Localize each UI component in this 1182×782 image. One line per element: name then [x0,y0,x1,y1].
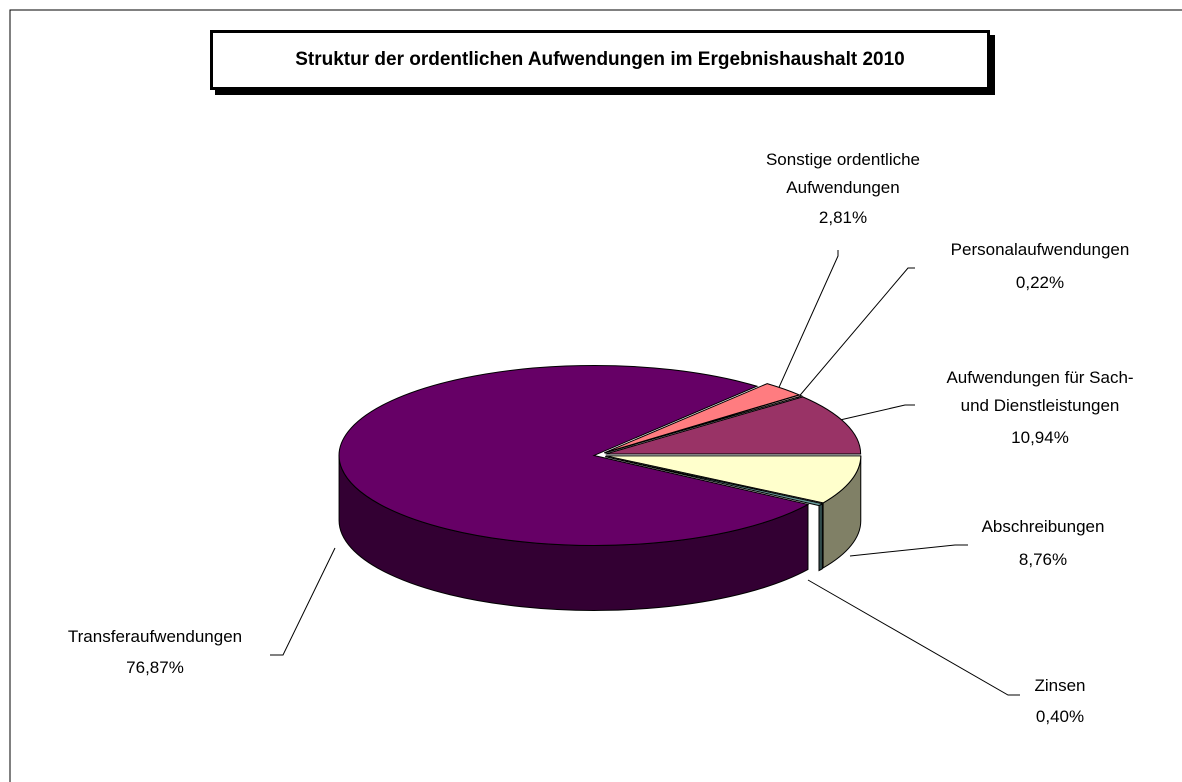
slice-label: Transferaufwendungen [67,627,243,646]
slice-label: Personalaufwendungen [950,240,1130,259]
slice-value: 76,87% [126,658,184,677]
leader-line [775,250,839,395]
slice-top [605,455,862,504]
slice-value: 10,94% [1011,428,1069,447]
slice-top [604,456,824,507]
slice-label: Abschreibungen [981,517,1105,536]
slice-value: 2,81% [818,208,868,227]
leader-line [270,547,336,656]
slice-label: Sonstige ordentliche Aufwendungen [765,150,921,197]
slice-side [818,502,823,572]
leader-lines [270,250,1020,696]
slice-top [605,396,862,455]
chart-title: Struktur der ordentlichen Aufwendungen i… [210,30,990,90]
slice-value: 0,40% [1035,707,1085,726]
slice-top [338,364,810,546]
leader-line [839,404,915,421]
slice-value: 0,22% [1015,273,1065,292]
slice-value: 8,76% [1018,550,1068,569]
leader-line [849,544,968,557]
slice-label: Aufwendungen für Sach- und Dienstleistun… [946,368,1134,415]
leader-line [807,579,1020,696]
slice-top [604,394,804,454]
leader-line [795,267,915,401]
slice-label: Zinsen [1034,676,1086,695]
